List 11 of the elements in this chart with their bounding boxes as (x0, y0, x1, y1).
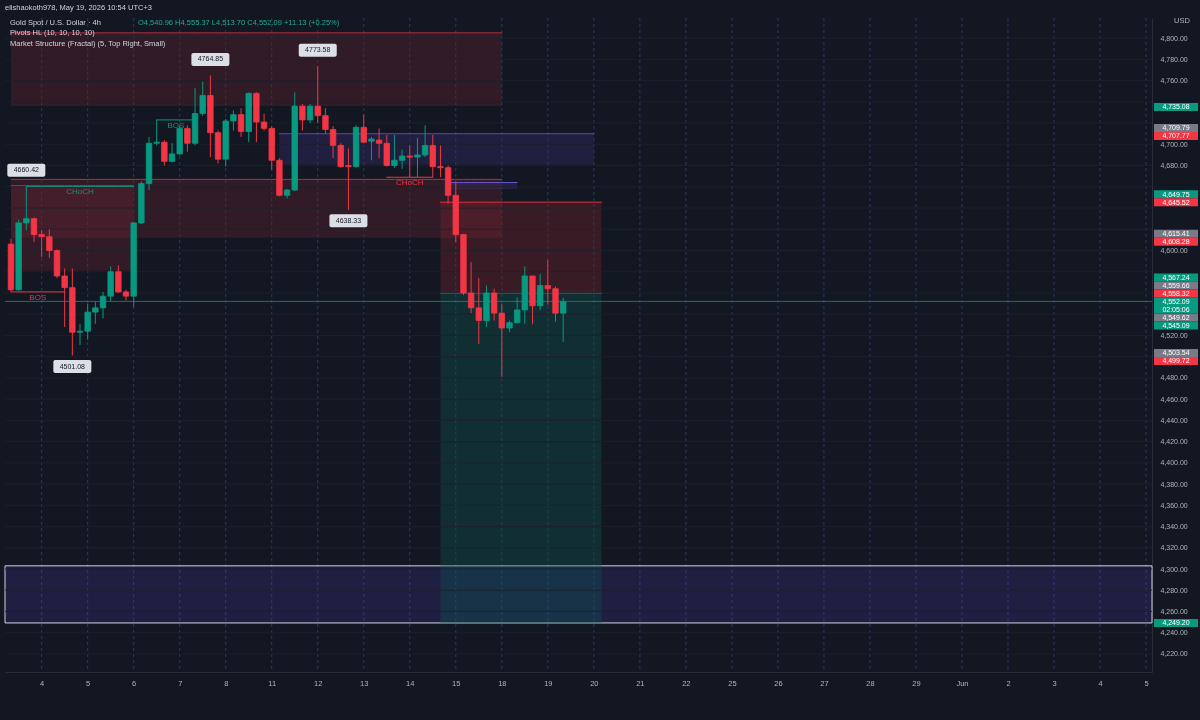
series-label: BOS (29, 292, 47, 302)
candlestick (184, 124, 191, 153)
series-label: BOS (167, 120, 185, 130)
candlestick (368, 136, 375, 161)
candlestick (237, 107, 245, 138)
candlestick (299, 103, 306, 132)
candlestick (161, 139, 168, 167)
series-label: CHoCH (396, 178, 424, 188)
candlestick (360, 114, 367, 144)
series-label: CHoCH (66, 187, 94, 197)
candlestick (306, 103, 314, 124)
